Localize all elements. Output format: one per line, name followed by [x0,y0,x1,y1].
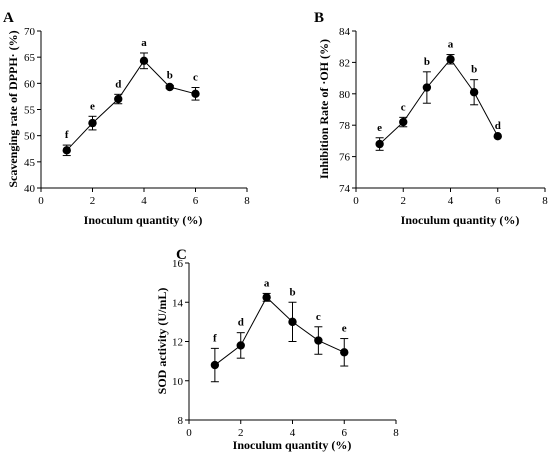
panel-b-y-tick-label: 80 [339,89,351,101]
panel-a: A 40 45 50 55 60 65 70 0 2 4 6 8 f e d a b c Inoculum qua… [3,10,250,227]
panel-a-ylabel: Scavenging rate of DPPH· (%) [6,30,20,187]
panel-b-data-point [375,139,384,149]
panel-a-y-tick-label: 70 [24,26,36,38]
panel-a-x-tick-label: 4 [141,195,147,207]
panel-b-letter: B [314,10,324,26]
panel-a-significance-label: f [65,129,69,141]
panel-a-significance-label: c [193,72,198,84]
panel-c-significance-label: d [238,317,244,329]
panel-c-data-point [236,341,245,350]
panel-c-y-tick-label: 14 [172,297,184,309]
panel-a-data-point [114,94,123,104]
panel-b-x-tick-label: 2 [401,195,407,207]
panel-b-series-line [379,58,499,145]
panel-c-data-point [262,293,271,302]
panel-c-x-tick-label: 0 [186,427,192,439]
panel-b-significance-label: c [401,101,406,113]
panel-b-data-point [493,131,502,141]
panel-c-y-tick-label: 8 [178,415,184,427]
panel-b-significance-label: e [377,122,382,134]
panel-c-y-tick-label: 16 [172,258,184,270]
panel-c-letter: C [176,247,187,263]
panel-b-y-tick-label: 76 [339,152,351,164]
panel-a-y-tick-label: 65 [24,52,36,64]
panel-b-y-tick-label: 82 [339,57,350,69]
panel-a-significance-label: a [141,37,147,49]
panel-b-x-tick-label: 4 [448,195,454,207]
panel-c-data-point [210,360,220,370]
panel-a-y-tick-label: 50 [24,131,36,143]
panel-a-letter: A [3,10,14,26]
panel-c-x-tick-label: 2 [238,427,244,439]
panel-c-significance-label: e [342,323,347,335]
panel-b-x-tick-label: 0 [353,195,359,207]
panel-b-y-tick-label: 84 [339,26,351,38]
panel-b-data-point [399,117,408,127]
panel-b-data-point [446,55,455,64]
panel-c-y-tick-label: 12 [172,337,183,349]
panel-a-plot: 40 45 50 55 60 65 70 0 2 4 6 8 f e d a b c [24,26,250,207]
panel-a-significance-label: b [167,69,173,81]
panel-a-data-point [62,146,71,155]
panel-a-series-line [66,60,196,151]
panel-c-xlabel: Inoculum quantity (%) [233,438,352,452]
panel-c-ylabel: SOD activity (U/mL) [155,288,169,395]
panel-b: B 74 76 78 80 82 84 0 2 4 6 8 e c b a b d Inoculum quant… [314,10,548,227]
panel-c-significance-label: f [213,332,217,344]
panel-b-significance-label: a [448,39,454,51]
panel-b-xlabel: Inoculum quantity (%) [401,213,520,227]
panel-c-x-tick-label: 8 [393,427,399,439]
panel-c-x-tick-label: 4 [290,427,296,439]
panel-a-x-tick-label: 2 [90,195,96,207]
panel-b-significance-label: d [495,120,501,132]
panel-c-plot: 8 10 12 14 16 0 2 4 6 8 f d a b c e [172,258,399,439]
panel-a-x-tick-label: 0 [38,195,44,207]
panel-a-y-tick-label: 55 [24,105,36,117]
panel-a-x-tick-label: 8 [244,195,250,207]
panel-a-y-tick-label: 40 [24,183,36,195]
panel-c-x-tick-label: 6 [342,427,348,439]
panel-c-series-line [214,296,345,366]
panel-a-y-tick-label: 45 [24,157,36,169]
panel-a-x-tick-label: 6 [193,195,199,207]
panel-b-x-tick-label: 6 [495,195,501,207]
panel-c-data-point [314,336,323,345]
panel-b-significance-label: b [424,56,430,68]
panel-c-data-point [288,317,297,327]
panel-b-data-point [422,83,432,92]
panel-c-significance-label: a [264,277,270,289]
panel-b-y-tick-label: 74 [339,183,351,195]
panel-c-data-point [340,348,349,357]
panel-b-data-point [469,88,479,97]
panel-c-significance-label: c [316,311,321,323]
panel-a-significance-label: d [115,78,121,90]
panel-c: C 8 10 12 14 16 0 2 4 6 8 f d a b c e Inoculum quantity… [155,247,399,452]
panel-a-data-point [88,118,97,128]
panel-b-plot: 74 76 78 80 82 84 0 2 4 6 8 e c b a b d [339,26,548,207]
panel-a-data-point [191,89,200,99]
panel-a-xlabel: Inoculum quantity (%) [84,213,203,227]
panel-a-y-tick-label: 60 [24,78,36,90]
panel-b-significance-label: b [471,64,477,76]
panel-a-significance-label: e [90,100,95,112]
panel-a-data-point [139,56,149,66]
panel-c-significance-label: b [289,286,295,298]
panel-c-y-tick-label: 10 [172,376,184,388]
panel-b-y-tick-label: 78 [339,120,351,132]
panel-b-x-tick-label: 8 [542,195,548,207]
panel-a-data-point [165,82,174,92]
panel-b-ylabel: Inhibition Rate of ·OH (%) [317,39,331,179]
